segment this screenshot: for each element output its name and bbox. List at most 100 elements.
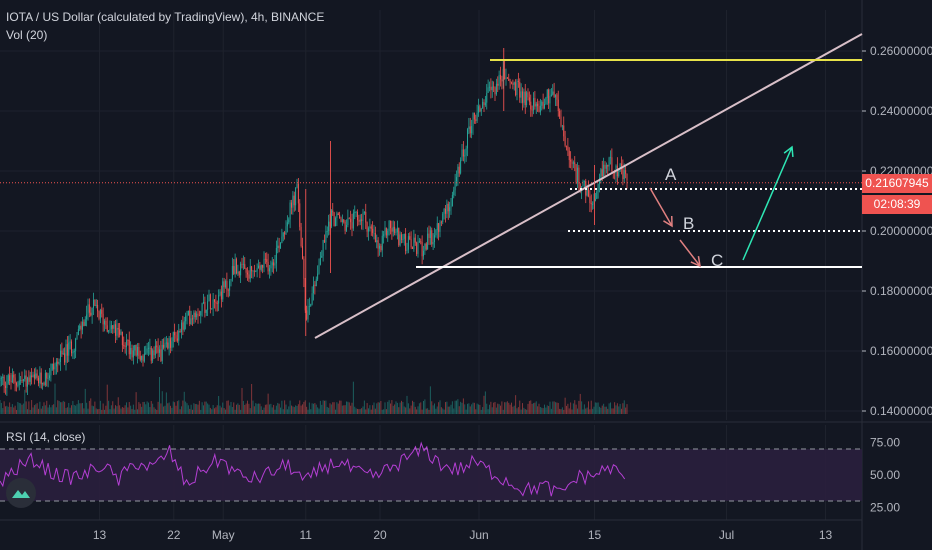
volume-bar [77, 400, 79, 414]
volume-bar [493, 402, 495, 414]
candle-body [244, 264, 246, 269]
volume-bar [68, 402, 70, 414]
volume-bar [314, 403, 316, 414]
candle-body [354, 212, 356, 214]
volume-bar [605, 406, 607, 414]
volume-bar [553, 401, 555, 414]
volume-bar [495, 407, 497, 414]
candle-body [494, 87, 496, 95]
candle-body [209, 294, 211, 310]
volume-bar [194, 404, 196, 414]
candle-body [259, 265, 261, 270]
volume-bar [511, 402, 512, 414]
volume-bar [82, 402, 83, 414]
bar-countdown-tag: 02:08:39 [862, 195, 932, 214]
candle-body [506, 77, 508, 79]
volume-bar [325, 400, 327, 414]
candle-body [91, 307, 93, 316]
candle-body [16, 382, 17, 386]
symbol-title[interactable]: IOTA / US Dollar (calculated by TradingV… [6, 10, 325, 24]
candle-body [36, 373, 38, 378]
candle-body [427, 233, 429, 250]
volume-bar [359, 408, 361, 414]
volume-bar [47, 407, 49, 414]
candle-body [141, 355, 143, 360]
volume-bar [501, 401, 503, 414]
volume-bar [489, 404, 490, 414]
volume-bar [508, 402, 510, 414]
volume-bar [247, 400, 248, 414]
candle-body [66, 344, 68, 356]
volume-bar [436, 406, 438, 414]
candle-body [43, 382, 45, 385]
volume-bar [83, 408, 85, 414]
candle-body [572, 162, 574, 164]
volume-bar [108, 400, 110, 414]
candle-body [611, 157, 613, 172]
candle-body [271, 262, 273, 266]
candle-body [462, 149, 464, 157]
candle-body [172, 332, 174, 342]
candle-body [267, 262, 269, 272]
rsi-label[interactable]: RSI (14, close) [6, 430, 86, 444]
volume-label[interactable]: Vol (20) [6, 28, 48, 42]
candle-body [398, 227, 400, 246]
candle-body [355, 211, 357, 213]
volume-bar [490, 401, 492, 414]
volume-bar [351, 402, 353, 414]
volume-bar [623, 400, 625, 414]
annotation-label-c: C [711, 251, 723, 270]
volume-bar [231, 406, 233, 414]
volume-bar [579, 393, 581, 414]
volume-bar [139, 403, 141, 414]
candle-body [545, 97, 547, 105]
candle-body [409, 236, 411, 240]
volume-bar [619, 403, 621, 414]
candle-body [146, 348, 148, 353]
volume-bar [17, 401, 19, 414]
candle-body [149, 347, 151, 349]
candle-body [275, 247, 277, 264]
candle-body [392, 226, 394, 232]
volume-bar [324, 400, 325, 414]
volume-bar [517, 407, 519, 414]
candle-body [363, 211, 365, 214]
candle-body [425, 243, 427, 250]
candle-body [537, 103, 539, 107]
candle-body [55, 361, 57, 367]
price-tick-label: 0.14000000 [870, 404, 932, 418]
candle-body [11, 374, 13, 383]
candle-body [53, 363, 55, 370]
candle-body [269, 268, 270, 272]
candle-body [198, 315, 200, 317]
volume-bar [259, 403, 261, 414]
candle-body [90, 312, 92, 316]
candle-body [156, 345, 158, 348]
candle-body [519, 82, 521, 98]
candle-body [526, 92, 528, 106]
candle-body [332, 210, 334, 213]
volume-bar [621, 408, 622, 414]
volume-bar [370, 409, 372, 414]
candle-body [116, 328, 118, 336]
volume-bar [515, 395, 517, 414]
volume-bar [541, 407, 543, 414]
volume-bar [568, 408, 570, 414]
candle-body [522, 91, 523, 103]
candle-body [484, 102, 486, 105]
candle-body [157, 347, 159, 353]
volume-bar [278, 403, 280, 414]
volume-bar [6, 405, 8, 414]
candle-body [365, 211, 367, 223]
candle-body [5, 385, 6, 388]
tradingview-logo-icon[interactable] [6, 478, 36, 508]
candle-body [262, 264, 264, 268]
candle-body [476, 112, 478, 121]
candle-body [322, 239, 324, 256]
candle-body [241, 263, 243, 265]
volume-bar [339, 400, 341, 414]
candle-body [13, 374, 15, 378]
volume-bar [215, 407, 217, 414]
volume-bar [171, 407, 173, 414]
